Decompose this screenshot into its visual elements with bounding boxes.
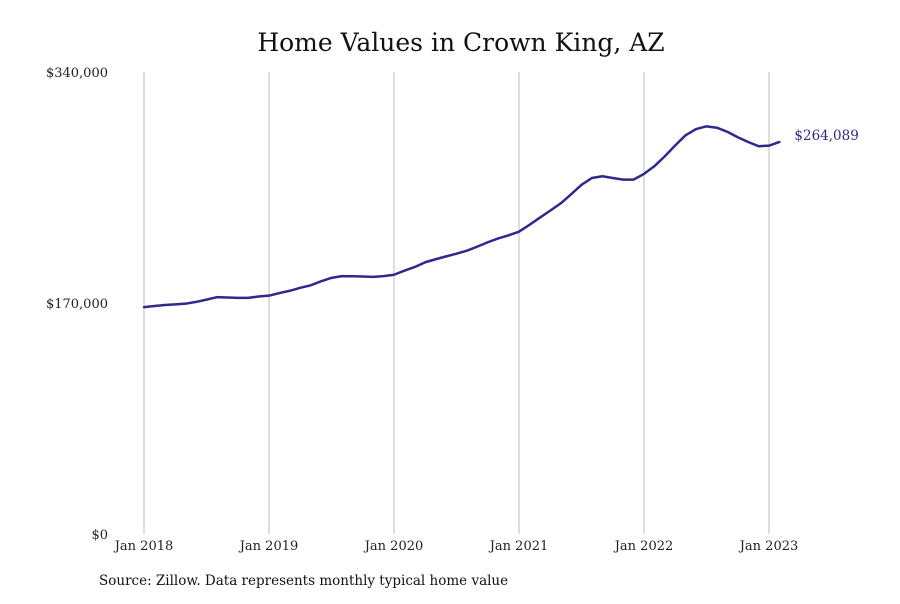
x-tick-label: Jan 2021 — [488, 539, 549, 554]
y-tick-label: $340,000 — [46, 66, 108, 81]
home-value-line — [142, 125, 781, 309]
x-axis: Jan 2018 Jan 2019 Jan 2020 Jan 2021 Jan … — [113, 539, 799, 554]
x-tick-label: Jan 2023 — [738, 539, 799, 554]
y-tick-label: $0 — [91, 528, 108, 543]
y-axis: $340,000 $170,000 $0 — [46, 66, 108, 543]
vertical-gridlines — [143, 72, 770, 534]
chart-title: Home Values in Crown King, AZ — [257, 28, 664, 57]
x-tick-label: Jan 2018 — [113, 539, 174, 554]
y-tick-label: $170,000 — [46, 297, 108, 312]
source-note: Source: Zillow. Data represents monthly … — [99, 573, 508, 589]
x-tick-label: Jan 2020 — [363, 539, 424, 554]
last-value-label: $264,089 — [794, 128, 858, 144]
x-tick-label: Jan 2022 — [613, 539, 674, 554]
x-tick-label: Jan 2019 — [238, 539, 299, 554]
